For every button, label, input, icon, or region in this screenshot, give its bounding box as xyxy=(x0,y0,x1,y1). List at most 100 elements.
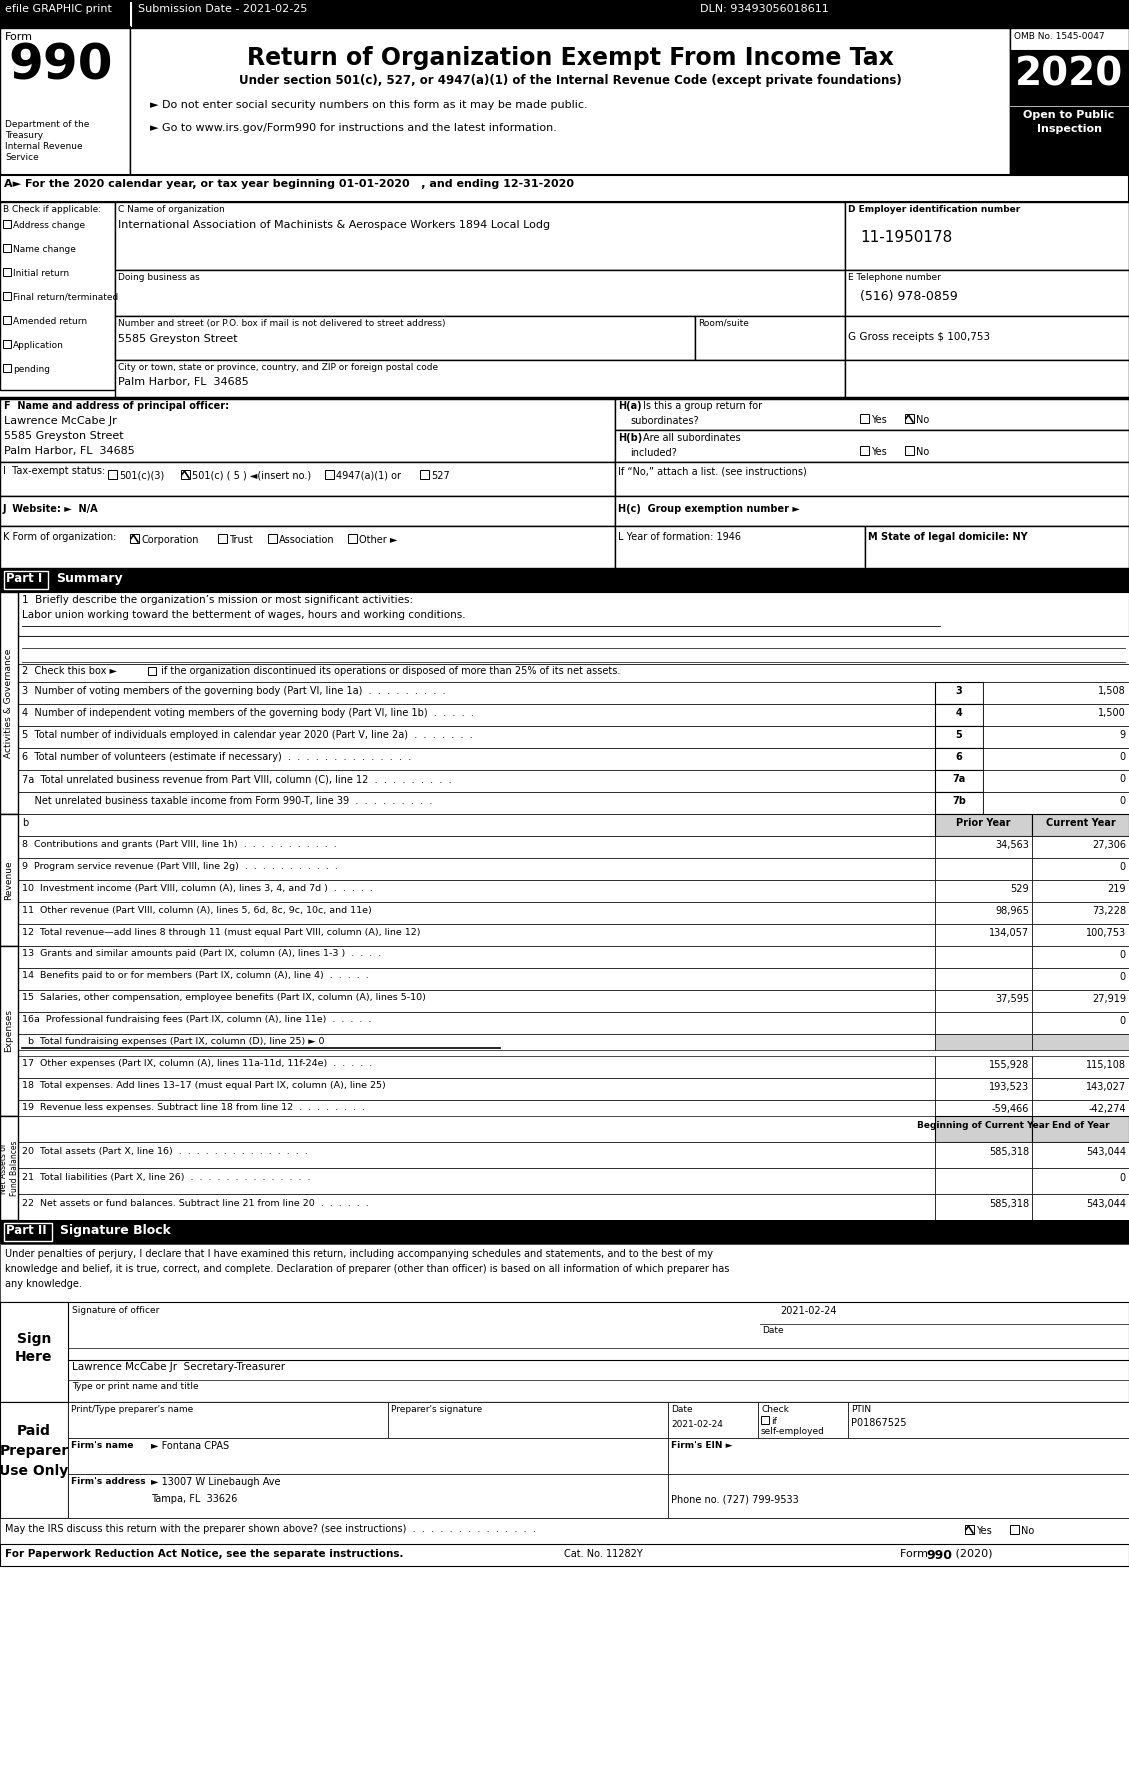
Text: M State of legal domicile: NY: M State of legal domicile: NY xyxy=(868,532,1027,543)
Bar xyxy=(3,269,11,276)
Text: 7b: 7b xyxy=(952,795,966,806)
Bar xyxy=(18,879,935,903)
Text: 7a  Total unrelated business revenue from Part VIII, column (C), line 12  .  .  : 7a Total unrelated business revenue from… xyxy=(21,774,452,784)
Bar xyxy=(615,496,1129,527)
Text: L Year of formation: 1946: L Year of formation: 1946 xyxy=(618,532,741,543)
Text: Is this a group return for: Is this a group return for xyxy=(644,401,762,410)
Bar xyxy=(18,1195,935,1220)
Text: 1,500: 1,500 xyxy=(1099,707,1126,718)
Text: Yes: Yes xyxy=(975,1526,991,1537)
Text: Sign: Sign xyxy=(17,1333,51,1347)
Bar xyxy=(1010,29,1129,176)
Bar xyxy=(935,682,983,704)
Bar xyxy=(18,1078,935,1100)
Bar xyxy=(68,1474,668,1519)
Bar xyxy=(935,1033,1032,1050)
Bar xyxy=(761,1417,769,1424)
Bar xyxy=(983,725,1129,749)
Bar xyxy=(3,364,11,373)
Bar xyxy=(848,1402,1129,1438)
Bar xyxy=(935,770,983,792)
Text: Service: Service xyxy=(5,152,38,161)
Text: 5585 Greyston Street: 5585 Greyston Street xyxy=(119,333,237,344)
Bar xyxy=(983,749,1129,770)
Bar xyxy=(115,202,844,270)
Text: Type or print name and title: Type or print name and title xyxy=(72,1383,199,1392)
Text: (516) 978-0859: (516) 978-0859 xyxy=(860,290,957,303)
Bar xyxy=(1032,1168,1129,1195)
Bar xyxy=(18,967,935,990)
Bar xyxy=(3,220,11,227)
Bar xyxy=(130,29,1010,176)
Text: 17  Other expenses (Part IX, column (A), lines 11a-11d, 11f-24e)  .  .  .  .  .: 17 Other expenses (Part IX, column (A), … xyxy=(21,1058,373,1067)
Text: Tampa, FL  33626: Tampa, FL 33626 xyxy=(151,1494,237,1504)
Bar xyxy=(0,29,1129,176)
Text: H(c)  Group exemption number ►: H(c) Group exemption number ► xyxy=(618,503,799,514)
Text: May the IRS discuss this return with the preparer shown above? (see instructions: May the IRS discuss this return with the… xyxy=(5,1524,536,1535)
Text: 2021-02-24: 2021-02-24 xyxy=(671,1420,723,1429)
Bar xyxy=(935,924,1032,946)
Bar xyxy=(3,315,11,324)
Text: Other ►: Other ► xyxy=(359,536,397,544)
Bar xyxy=(18,946,935,967)
Bar xyxy=(1010,50,1129,176)
Bar xyxy=(148,666,156,675)
Bar xyxy=(905,446,914,455)
Bar xyxy=(1032,1116,1129,1143)
Text: Association: Association xyxy=(279,536,334,544)
Text: 8  Contributions and grants (Part VIII, line 1h)  .  .  .  .  .  .  .  .  .  .  : 8 Contributions and grants (Part VIII, l… xyxy=(21,840,336,849)
Bar xyxy=(0,593,18,813)
Text: Paid: Paid xyxy=(17,1424,51,1438)
Text: ► Go to www.irs.gov/Form990 for instructions and the latest information.: ► Go to www.irs.gov/Form990 for instruct… xyxy=(150,124,557,133)
Bar xyxy=(18,704,935,725)
Text: 219: 219 xyxy=(1108,885,1126,894)
Bar xyxy=(18,770,935,792)
Bar xyxy=(1032,1033,1129,1050)
Text: Under section 501(c), 527, or 4947(a)(1) of the Internal Revenue Code (except pr: Under section 501(c), 527, or 4947(a)(1)… xyxy=(238,73,901,88)
Bar xyxy=(18,924,935,946)
Bar xyxy=(935,749,983,770)
Text: Yes: Yes xyxy=(870,416,886,424)
Text: Phone no. (727) 799-9533: Phone no. (727) 799-9533 xyxy=(671,1494,798,1504)
Bar xyxy=(218,534,227,543)
Text: 990: 990 xyxy=(8,41,113,90)
Text: 501(c)(3): 501(c)(3) xyxy=(119,471,164,482)
Text: subordinates?: subordinates? xyxy=(630,416,699,426)
Bar xyxy=(935,990,1032,1012)
Text: -59,466: -59,466 xyxy=(991,1103,1029,1114)
Bar xyxy=(18,1168,935,1195)
Text: 34,563: 34,563 xyxy=(995,840,1029,851)
Bar xyxy=(615,430,1129,462)
Text: Labor union working toward the betterment of wages, hours and working conditions: Labor union working toward the bettermen… xyxy=(21,611,465,620)
Bar xyxy=(0,29,130,176)
Bar xyxy=(0,568,1129,593)
Text: Department of the: Department of the xyxy=(5,120,89,129)
Text: 6: 6 xyxy=(955,752,962,761)
Text: 2020: 2020 xyxy=(1015,56,1123,93)
Bar xyxy=(758,1402,848,1438)
Text: Form: Form xyxy=(5,32,33,41)
Text: Firm's address: Firm's address xyxy=(71,1478,146,1487)
Bar xyxy=(615,527,865,568)
Text: 15  Salaries, other compensation, employee benefits (Part IX, column (A), lines : 15 Salaries, other compensation, employe… xyxy=(21,992,426,1001)
Text: b  Total fundraising expenses (Part IX, column (D), line 25) ► 0: b Total fundraising expenses (Part IX, c… xyxy=(21,1037,324,1046)
Text: knowledge and belief, it is true, correct, and complete. Declaration of preparer: knowledge and belief, it is true, correc… xyxy=(5,1264,729,1273)
Bar xyxy=(420,469,429,478)
Text: C Name of organization: C Name of organization xyxy=(119,204,225,213)
Bar xyxy=(18,990,935,1012)
Bar xyxy=(108,469,117,478)
Bar xyxy=(5,1223,52,1241)
Text: 2  Check this box ►: 2 Check this box ► xyxy=(21,666,117,675)
Text: 27,306: 27,306 xyxy=(1092,840,1126,851)
Text: efile GRAPHIC print: efile GRAPHIC print xyxy=(5,4,112,14)
Bar xyxy=(935,1012,1032,1033)
Text: Room/suite: Room/suite xyxy=(698,319,749,328)
Text: 11  Other revenue (Part VIII, column (A), lines 5, 6d, 8c, 9c, 10c, and 11e): 11 Other revenue (Part VIII, column (A),… xyxy=(21,906,371,915)
Text: Open to Public: Open to Public xyxy=(1023,109,1114,120)
Text: 4: 4 xyxy=(955,707,962,718)
Text: 14  Benefits paid to or for members (Part IX, column (A), line 4)  .  .  .  .  .: 14 Benefits paid to or for members (Part… xyxy=(21,971,369,980)
Bar xyxy=(115,360,844,398)
Text: -42,274: -42,274 xyxy=(1088,1103,1126,1114)
Bar xyxy=(1032,903,1129,924)
Bar xyxy=(1032,1078,1129,1100)
